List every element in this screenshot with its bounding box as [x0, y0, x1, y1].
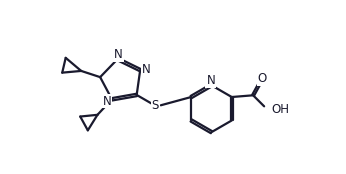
- Text: N: N: [207, 74, 215, 87]
- Text: O: O: [258, 72, 267, 85]
- Text: N: N: [142, 63, 151, 76]
- Text: N: N: [114, 48, 123, 61]
- Text: OH: OH: [272, 103, 290, 116]
- Text: N: N: [103, 94, 111, 108]
- Text: S: S: [152, 100, 159, 112]
